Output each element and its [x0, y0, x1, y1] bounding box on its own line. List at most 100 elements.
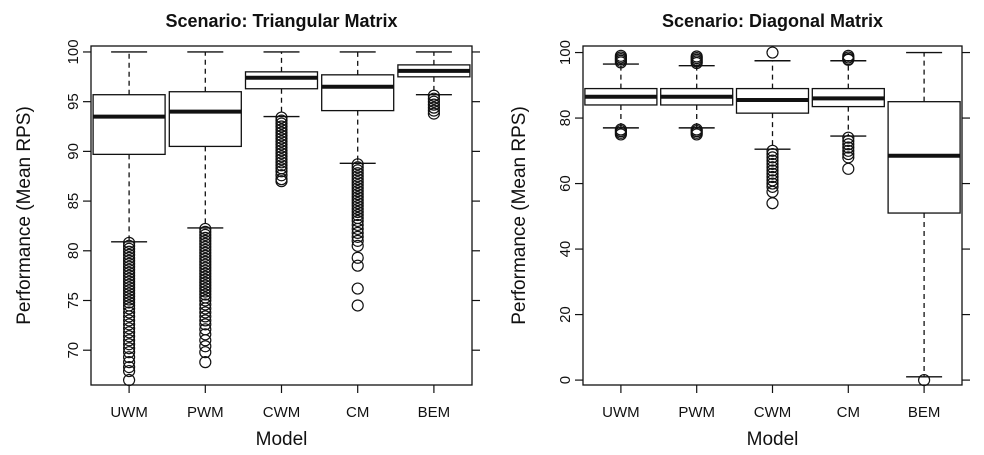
outlier-point — [351, 182, 364, 195]
outlier-point — [123, 356, 136, 369]
outlier-point — [123, 296, 136, 309]
outlier-point — [199, 231, 212, 244]
outlier-point — [123, 314, 136, 327]
outlier-point — [351, 226, 364, 239]
outlier-point — [199, 222, 212, 236]
outlier-point — [766, 164, 779, 177]
outlier-point — [351, 230, 364, 243]
outlier-point — [351, 158, 364, 171]
outlier-point — [351, 191, 364, 204]
box-uwm — [92, 51, 166, 387]
outlier-point — [199, 270, 212, 283]
box-bem — [397, 51, 471, 120]
outlier-point — [123, 266, 136, 279]
outlier-point — [199, 237, 212, 250]
outlier-point — [351, 193, 364, 207]
outlier-point — [199, 225, 212, 239]
outlier-point — [275, 138, 288, 151]
outlier-point — [427, 101, 440, 114]
outlier-point — [351, 239, 364, 252]
outlier-point — [123, 272, 136, 285]
x-tick-label: PWM — [187, 404, 224, 421]
outlier-point — [123, 290, 136, 303]
outlier-point — [199, 306, 212, 319]
y-tick-label: 0 — [557, 376, 574, 384]
y-tick-label: 80 — [65, 242, 82, 259]
outlier-point — [123, 254, 136, 267]
outlier-point — [199, 346, 212, 359]
outlier-point — [690, 128, 703, 141]
outlier-point — [123, 287, 136, 300]
outlier-point — [199, 252, 212, 265]
outlier-point — [766, 144, 779, 157]
box-bem — [887, 51, 961, 387]
outlier-point — [199, 234, 212, 247]
box-iqr — [321, 74, 395, 112]
outlier-point — [199, 334, 212, 347]
outlier-point — [123, 239, 136, 252]
box-cm — [811, 49, 885, 175]
outlier-point — [275, 147, 288, 160]
outlier-point — [275, 111, 288, 124]
outlier-point — [199, 267, 212, 280]
outlier-point — [351, 259, 364, 272]
outlier-point — [123, 293, 136, 306]
outlier-point — [351, 176, 364, 189]
outlier-point — [275, 153, 288, 166]
outlier-point — [427, 95, 440, 108]
x-tick-label: UWM — [110, 404, 148, 421]
outlier-point — [123, 310, 136, 323]
outlier-point — [842, 134, 855, 148]
outlier-point — [766, 151, 779, 164]
outlier-point — [123, 242, 136, 255]
outlier-point — [199, 279, 212, 292]
outlier-point — [351, 167, 364, 180]
box-iqr — [168, 91, 242, 148]
outlier-point — [351, 161, 364, 174]
x-tick-label: CM — [346, 404, 369, 421]
outlier-point — [842, 131, 855, 144]
outlier-point — [123, 322, 136, 335]
outlier-point — [199, 258, 212, 271]
outlier-point — [199, 294, 212, 307]
box-iqr — [92, 94, 166, 156]
outlier-point — [199, 249, 212, 262]
outlier-point — [199, 246, 212, 259]
outlier-point — [766, 177, 779, 190]
outlier-point — [199, 276, 212, 289]
y-tick-label: 90 — [65, 143, 82, 160]
y-tick-label: 85 — [65, 193, 82, 210]
outlier-point — [123, 334, 136, 347]
y-tick-label: 20 — [557, 306, 574, 323]
outlier-point — [766, 157, 779, 171]
outlier-point — [275, 123, 288, 136]
outlier-point — [842, 138, 855, 151]
outlier-point — [842, 53, 855, 66]
y-axis-label: Performance (Mean RPS) — [509, 106, 530, 325]
x-tick-label: CM — [837, 404, 860, 421]
outlier-point — [123, 364, 136, 378]
outlier-point — [351, 234, 364, 247]
outlier-point — [351, 282, 364, 295]
outlier-point — [123, 251, 136, 264]
outlier-point — [351, 188, 364, 201]
outlier-point — [275, 126, 288, 139]
y-tick-label: 75 — [65, 292, 82, 309]
box-cwm — [244, 51, 319, 188]
outlier-point — [123, 278, 136, 291]
x-tick-label: BEM — [908, 404, 941, 421]
outlier-point — [275, 144, 288, 157]
box-pwm — [660, 50, 734, 141]
outlier-point — [275, 117, 288, 130]
outlier-point — [690, 56, 703, 70]
y-tick-label: 100 — [557, 40, 574, 65]
outlier-point — [123, 306, 136, 319]
outlier-point — [199, 314, 212, 327]
outlier-point — [123, 269, 136, 282]
outlier-point — [199, 310, 212, 323]
outlier-point — [123, 275, 136, 288]
outlier-point — [275, 141, 288, 154]
outlier-point — [766, 147, 779, 161]
outlier-point — [766, 154, 779, 167]
